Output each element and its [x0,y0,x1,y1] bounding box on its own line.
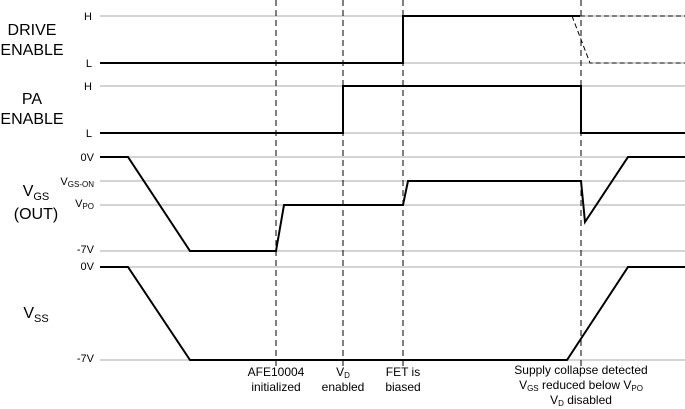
level-label-sub: GS-ON [68,180,94,189]
waveform [100,15,580,64]
event-label-main: V [336,365,344,379]
waveform [100,156,685,252]
event-label: VGS reduced below VPO [519,378,643,393]
level-label-sub: PO [82,202,94,211]
signal-label: VSS [23,305,48,325]
level-label: VPO [75,198,94,211]
waveform-dashed [571,15,685,64]
event-label: enabled [322,380,365,394]
signal-label: ENABLE [0,42,63,59]
event-label-main: reduced below V [539,378,632,392]
signal-label: VGS [23,183,50,203]
signal-label-main: V [23,183,34,200]
event-label: initialized [251,380,300,394]
level-label-main: V [60,176,68,188]
signal-label-sub: GS [33,191,49,203]
level-label: -7V [77,244,95,256]
level-label: L [86,128,92,140]
signal-label-sub: SS [34,313,49,325]
event-label-sub: PO [631,384,643,393]
waveform [100,266,685,361]
level-label: L [86,58,92,70]
event-label-sub: GS [527,384,539,393]
signal-label: (OUT) [14,206,58,223]
event-label-main: V [519,378,527,392]
event-label: VD [336,365,350,380]
level-label: 0V [81,152,95,164]
event-label-main: disabled [564,393,612,407]
level-label: H [84,11,92,23]
signal-label: ENABLE [0,111,63,128]
signal-label: PA [22,91,42,108]
event-label: Supply collapse detected [514,363,647,377]
event-label-sub: D [344,371,350,380]
waveform [100,85,685,134]
level-label: H [84,81,92,93]
level-label: VGS-ON [60,176,94,189]
event-label-main: V [550,393,558,407]
event-label-sub: D [558,399,564,408]
event-label: VD disabled [550,393,612,408]
event-label: AFE10004 [248,365,305,379]
level-label-main: V [75,198,83,210]
signal-label: DRIVE [8,22,57,39]
signal-label-main: V [23,305,34,322]
level-label: 0V [81,261,95,273]
level-lines [100,15,685,361]
event-label: biased [385,380,420,394]
event-label: FET is [386,365,420,379]
level-label: -7V [77,353,95,365]
